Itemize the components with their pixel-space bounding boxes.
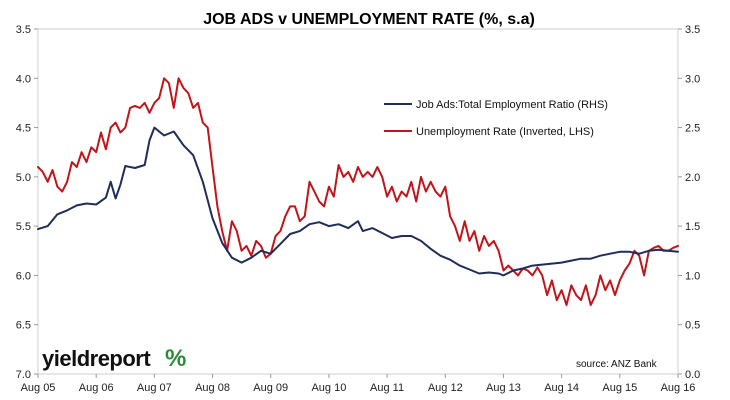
left-axis-ticks: 3.5 4.0 4.5 5.0 5.5 6.0 6.5 7.0: [16, 24, 38, 381]
logo-wordmark: yieldreport: [42, 346, 151, 371]
x-tick-label: Aug 13: [486, 382, 521, 394]
left-tick-label: 6.0: [16, 270, 31, 282]
series-line-unemployment: [37, 77, 679, 306]
right-tick-label: 0.5: [685, 320, 700, 332]
x-tick-label: Aug 16: [661, 382, 696, 394]
right-axis-ticks: 0.0 0.5 1.0 1.5 2.0 2.5 3.0 3.5: [678, 24, 700, 381]
x-tick-label: Aug 09: [253, 382, 288, 394]
x-tick-label: Aug 12: [428, 382, 463, 394]
right-tick-label: 1.0: [685, 270, 700, 282]
plot-area: [37, 28, 679, 375]
x-tick-label: Aug 10: [311, 382, 346, 394]
yieldreport-logo: yieldreport %: [42, 345, 186, 372]
left-tick-label: 5.0: [16, 172, 31, 184]
left-tick-label: 7.0: [16, 369, 31, 381]
chart-title: JOB ADS v UNEMPLOYMENT RATE (%, s.a): [203, 11, 535, 28]
left-tick-label: 6.5: [16, 320, 31, 332]
logo-percent-symbol: %: [165, 345, 186, 372]
right-tick-label: 2.0: [685, 172, 700, 184]
left-tick-label: 4.5: [16, 123, 31, 135]
x-tick-label: Aug 11: [370, 382, 404, 394]
left-tick-label: 3.5: [16, 24, 31, 36]
left-tick-label: 5.5: [16, 221, 31, 233]
legend-label-unemployment: Unemployment Rate (Inverted, LHS): [416, 126, 594, 138]
x-tick-label: Aug 05: [21, 382, 56, 394]
source-note: source: ANZ Bank: [576, 359, 658, 370]
right-tick-label: 3.0: [685, 73, 700, 85]
x-tick-label: Aug 07: [137, 382, 172, 394]
legend-label-job-ads: Job Ads:Total Employment Ratio (RHS): [416, 99, 608, 111]
legend: Job Ads:Total Employment Ratio (RHS) Une…: [384, 99, 608, 138]
x-tick-label: Aug 08: [195, 382, 230, 394]
right-tick-label: 3.5: [685, 24, 700, 36]
right-tick-label: 1.5: [685, 221, 700, 233]
right-tick-label: 0.0: [685, 369, 700, 381]
left-tick-label: 4.0: [16, 73, 31, 85]
x-tick-label: Aug 15: [602, 382, 637, 394]
x-tick-label: Aug 14: [544, 382, 579, 394]
x-axis-ticks: Aug 05 Aug 06 Aug 07 Aug 08 Aug 09 Aug 10 Aug …: [21, 374, 696, 394]
x-tick-label: Aug 06: [79, 382, 114, 394]
right-tick-label: 2.5: [685, 123, 700, 135]
series-line-job-ads: [37, 126, 679, 277]
series-layer: [37, 77, 679, 306]
